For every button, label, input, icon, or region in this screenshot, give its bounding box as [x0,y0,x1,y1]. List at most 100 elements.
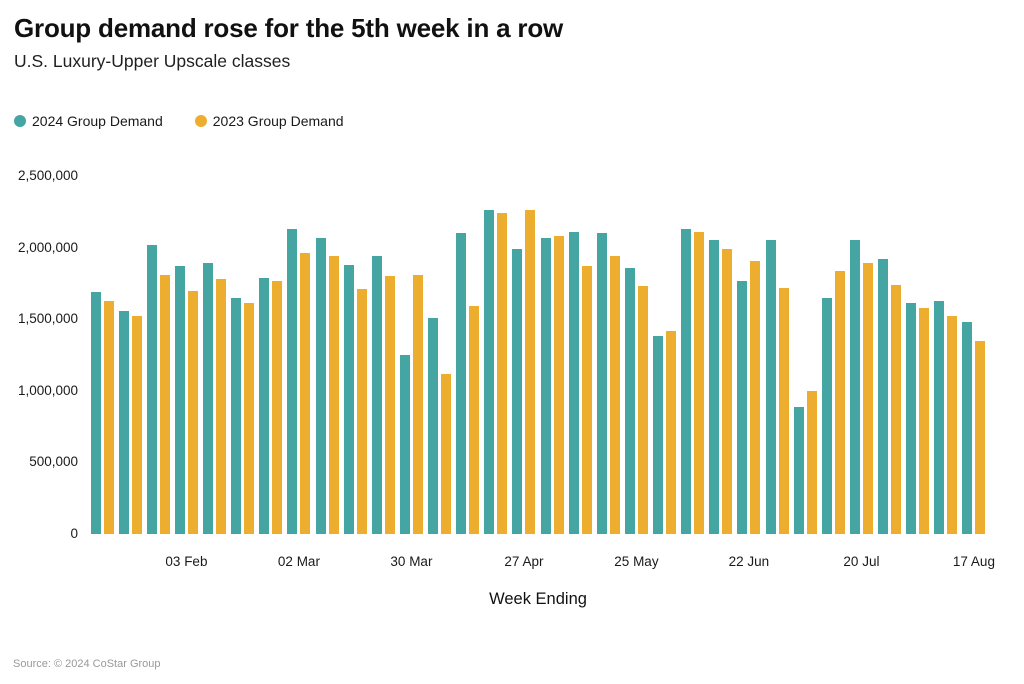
bar-2024-group-demand [399,355,410,534]
bar-2023-group-demand [300,253,311,534]
legend-swatch-2024-icon [14,115,26,127]
bar-2024-group-demand [484,210,495,534]
bar-group [622,176,650,534]
bar-2024-group-demand [146,244,157,534]
bar-2023-group-demand [525,210,536,534]
legend-label-2024: 2024 Group Demand [32,113,163,129]
bar-2023-group-demand [497,213,508,534]
bar-2024-group-demand [174,266,185,534]
x-tick-label: 20 Jul [843,554,880,569]
x-tick-label: 27 Apr [504,554,544,569]
bar-2023-group-demand [609,256,620,534]
bar-group [819,176,847,534]
bar-group [341,176,369,534]
y-tick-label: 2,500,000 [17,168,78,183]
x-tick-label: 02 Mar [277,554,320,569]
x-axis-title: Week Ending [489,590,587,608]
bar-2024-group-demand [709,240,720,534]
bar-2024-group-demand [428,317,439,534]
bar-2024-group-demand [512,249,523,534]
source-note: Source: © 2024 CoStar Group [13,658,161,670]
bar-2023-group-demand [750,260,761,534]
bar-2023-group-demand [891,284,902,534]
bar-2023-group-demand [131,316,142,534]
bar-2024-group-demand [906,303,917,534]
x-tick-label: 30 Mar [390,554,433,569]
bar-group [116,176,144,534]
bar-2024-group-demand [962,322,973,534]
bar-2023-group-demand [722,249,733,534]
bar-2024-group-demand [793,406,804,534]
x-tick-label: 03 Feb [165,554,208,569]
bar-group [201,176,229,534]
bar-group [229,176,257,534]
bar-2023-group-demand [187,290,198,534]
legend-item-2023: 2023 Group Demand [194,113,344,129]
bar-group [735,176,763,534]
bar-2024-group-demand [934,300,945,534]
chart-subtitle: U.S. Luxury-Upper Upscale classes [14,51,291,71]
y-tick-label: 2,000,000 [17,239,78,255]
y-tick-label: 1,000,000 [17,382,78,398]
bar-2024-group-demand [681,229,692,534]
legend-label-2023: 2023 Group Demand [212,113,344,129]
bar-2024-group-demand [737,280,748,534]
bar-2024-group-demand [568,231,579,534]
bar-2023-group-demand [441,373,452,534]
bar-2024-group-demand [343,264,354,534]
bar-2024-group-demand [765,240,776,534]
bar-2024-group-demand [231,297,242,534]
bar-group [707,176,735,534]
bar-2023-group-demand [581,266,592,534]
bar-2023-group-demand [975,340,986,534]
bar-2024-group-demand [653,336,664,534]
bar-2023-group-demand [469,306,480,534]
bar-group [397,176,425,534]
bar-2024-group-demand [821,297,832,534]
bar-group [88,176,116,534]
chart-title: Group demand rose for the 5th week in a … [14,13,564,43]
bar-2023-group-demand [666,330,677,534]
x-tick-label: 22 Jun [728,554,770,569]
bar-2023-group-demand [412,274,423,534]
bar-group [960,176,988,534]
bar-2023-group-demand [103,300,114,534]
bar-group [510,176,538,534]
bar-2023-group-demand [806,390,817,534]
x-tick-label: 25 May [614,554,659,569]
plot-area [88,176,988,534]
bar-group [932,176,960,534]
bar-2023-group-demand [384,276,395,534]
bar-2024-group-demand [259,277,270,534]
bar-group [172,176,200,534]
bar-2024-group-demand [540,237,551,534]
y-tick-label: 500,000 [29,454,78,470]
bar-2024-group-demand [287,229,298,534]
bar-group [144,176,172,534]
legend: 2024 Group Demand 2023 Group Demand [14,113,344,129]
bar-group [313,176,341,534]
y-tick-label: 0 [70,526,78,541]
bar-group [482,176,510,534]
bar-group [454,176,482,534]
bar-2023-group-demand [216,279,227,534]
bar-group [257,176,285,534]
bar-2023-group-demand [272,280,283,534]
bar-2023-group-demand [834,270,845,534]
legend-item-2024: 2024 Group Demand [14,113,163,129]
bar-group [679,176,707,534]
bar-group [876,176,904,534]
bar-2023-group-demand [356,289,367,534]
bar-2024-group-demand [849,240,860,534]
bar-2023-group-demand [553,236,564,534]
bar-2023-group-demand [919,307,930,534]
bar-group [594,176,622,534]
bar-2023-group-demand [778,287,789,534]
bar-group [763,176,791,534]
bar-group [566,176,594,534]
bar-2024-group-demand [456,233,467,534]
bar-group [285,176,313,534]
bar-2024-group-demand [624,267,635,534]
bar-group [791,176,819,534]
